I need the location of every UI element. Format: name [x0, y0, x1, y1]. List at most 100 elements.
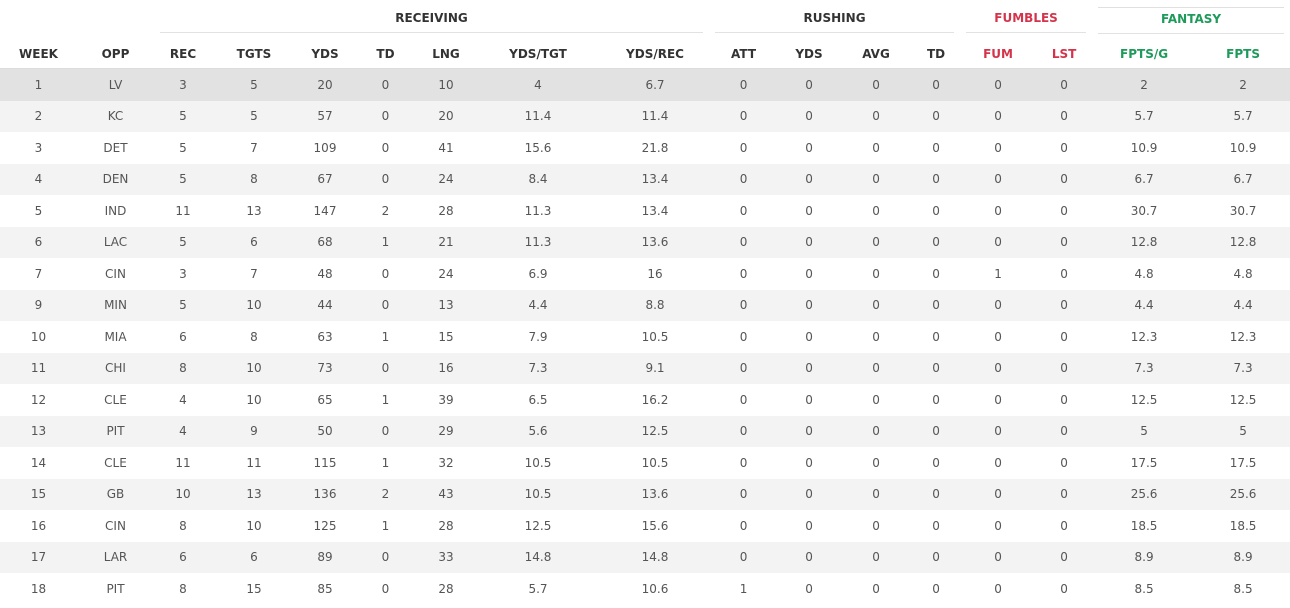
column-header-fpts-per-g[interactable]: FPTS/G — [1092, 40, 1197, 69]
cell-rec-yds: 44 — [296, 289, 354, 321]
column-header-fum[interactable]: FUM — [960, 40, 1037, 69]
group-header-fumbles: FUMBLES — [960, 0, 1092, 40]
cell-rush-td: 0 — [912, 226, 961, 258]
column-header-rush-att[interactable]: ATT — [709, 40, 779, 69]
cell-lst: 0 — [1036, 510, 1093, 542]
cell-opp: CLE — [77, 447, 154, 479]
cell-fum: 0 — [960, 100, 1037, 132]
cell-rush-td: 0 — [912, 100, 961, 132]
cell-fpts-per-g: 6.7 — [1092, 163, 1197, 195]
cell-rush-yds: 0 — [778, 68, 841, 101]
fumbles-label: FUMBLES — [966, 11, 1087, 33]
cell-rush-avg: 0 — [840, 510, 913, 542]
cell-yds-per-rec: 8.8 — [601, 289, 710, 321]
cell-tgts: 10 — [212, 510, 296, 542]
column-header-rush-avg[interactable]: AVG — [840, 40, 913, 69]
cell-rush-avg: 0 — [840, 163, 913, 195]
cell-rush-yds: 0 — [778, 478, 841, 510]
cell-lng: 28 — [417, 195, 475, 227]
cell-rush-att: 0 — [709, 541, 779, 573]
cell-rec-yds: 73 — [296, 352, 354, 384]
table-row: 10 MIA 6 8 63 1 15 7.9 10.5 0 0 0 0 0 0 12.3 12.3 — [0, 321, 1290, 353]
cell-fpts-per-g: 17.5 — [1092, 447, 1197, 479]
table-row: 4 DEN 5 8 67 0 24 8.4 13.4 0 0 0 0 0 0 6.7 6.7 — [0, 163, 1290, 195]
cell-fpts: 18.5 — [1196, 510, 1290, 542]
cell-tgts: 7 — [212, 132, 296, 164]
cell-fpts: 12.3 — [1196, 321, 1290, 353]
cell-yds-per-tgt: 4 — [475, 68, 601, 101]
column-header-rec[interactable]: REC — [154, 40, 212, 69]
cell-fpts: 2 — [1196, 68, 1290, 101]
rushing-label: RUSHING — [715, 11, 955, 33]
cell-rec-yds: 20 — [296, 68, 354, 101]
cell-rec-yds: 48 — [296, 258, 354, 290]
cell-lng: 24 — [417, 258, 475, 290]
cell-rush-avg: 0 — [840, 415, 913, 447]
cell-fum: 0 — [960, 163, 1037, 195]
cell-lng: 21 — [417, 226, 475, 258]
cell-tgts: 11 — [212, 447, 296, 479]
cell-fpts-per-g: 10.9 — [1092, 132, 1197, 164]
column-header-fpts[interactable]: FPTS — [1196, 40, 1290, 69]
cell-rush-att: 0 — [709, 100, 779, 132]
cell-fum: 0 — [960, 352, 1037, 384]
cell-fpts: 8.5 — [1196, 573, 1290, 605]
cell-tgts: 7 — [212, 258, 296, 290]
cell-opp: PIT — [77, 573, 154, 605]
table-row: 2 KC 5 5 57 0 20 11.4 11.4 0 0 0 0 0 0 5.7 5.7 — [0, 100, 1290, 132]
cell-fum: 1 — [960, 258, 1037, 290]
cell-lng: 43 — [417, 478, 475, 510]
cell-fpts: 25.6 — [1196, 478, 1290, 510]
cell-fpts: 7.3 — [1196, 352, 1290, 384]
cell-week: 15 — [0, 478, 77, 510]
cell-rush-yds: 0 — [778, 384, 841, 416]
cell-yds-per-tgt: 10.5 — [475, 447, 601, 479]
column-header-tgts[interactable]: TGTS — [212, 40, 296, 69]
cell-yds-per-rec: 13.4 — [601, 195, 710, 227]
cell-rush-avg: 0 — [840, 289, 913, 321]
cell-rush-td: 0 — [912, 510, 961, 542]
cell-yds-per-rec: 13.6 — [601, 478, 710, 510]
cell-fpts: 12.8 — [1196, 226, 1290, 258]
column-header-opp[interactable]: OPP — [77, 40, 154, 69]
column-header-yds-per-tgt[interactable]: YDS/TGT — [475, 40, 601, 69]
cell-opp: LAR — [77, 541, 154, 573]
cell-opp: CIN — [77, 510, 154, 542]
cell-rush-td: 0 — [912, 321, 961, 353]
column-header-rush-yds[interactable]: YDS — [778, 40, 841, 69]
cell-week: 10 — [0, 321, 77, 353]
column-header-lng[interactable]: LNG — [417, 40, 475, 69]
column-header-lst[interactable]: LST — [1036, 40, 1093, 69]
column-header-rec-yds[interactable]: YDS — [296, 40, 354, 69]
cell-rush-att: 0 — [709, 510, 779, 542]
cell-rush-yds: 0 — [778, 289, 841, 321]
cell-rec-yds: 65 — [296, 384, 354, 416]
cell-lng: 29 — [417, 415, 475, 447]
cell-rec-td: 0 — [354, 541, 417, 573]
cell-rec: 5 — [154, 226, 212, 258]
cell-rush-att: 0 — [709, 68, 779, 101]
cell-rush-avg: 0 — [840, 447, 913, 479]
cell-rush-yds: 0 — [778, 573, 841, 605]
table-row: 13 PIT 4 9 50 0 29 5.6 12.5 0 0 0 0 0 0 5 5 — [0, 415, 1290, 447]
cell-week: 3 — [0, 132, 77, 164]
cell-fpts-per-g: 12.3 — [1092, 321, 1197, 353]
cell-fpts-per-g: 25.6 — [1092, 478, 1197, 510]
cell-yds-per-rec: 13.4 — [601, 163, 710, 195]
column-header-rec-td[interactable]: TD — [354, 40, 417, 69]
cell-tgts: 15 — [212, 573, 296, 605]
cell-fum: 0 — [960, 447, 1037, 479]
table-row: 17 LAR 6 6 89 0 33 14.8 14.8 0 0 0 0 0 0 8.9 8.9 — [0, 541, 1290, 573]
column-header-rush-td[interactable]: TD — [912, 40, 961, 69]
cell-lst: 0 — [1036, 573, 1093, 605]
cell-fum: 0 — [960, 384, 1037, 416]
table-row: 12 CLE 4 10 65 1 39 6.5 16.2 0 0 0 0 0 0 12.5 12.5 — [0, 384, 1290, 416]
cell-fpts-per-g: 8.5 — [1092, 573, 1197, 605]
column-header-week[interactable]: WEEK — [0, 40, 77, 69]
cell-lst: 0 — [1036, 100, 1093, 132]
cell-fpts: 10.9 — [1196, 132, 1290, 164]
cell-rec-yds: 125 — [296, 510, 354, 542]
cell-yds-per-tgt: 8.4 — [475, 163, 601, 195]
column-header-yds-per-rec[interactable]: YDS/REC — [601, 40, 710, 69]
